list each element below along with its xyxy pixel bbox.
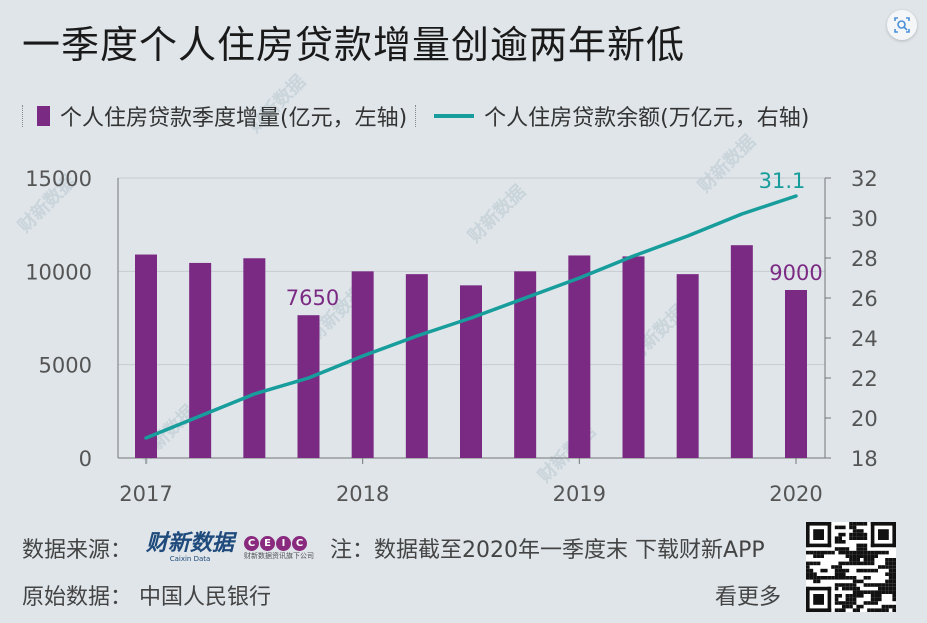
chart-legend: 个人住房贷款季度增量(亿元，左轴) 个人住房贷款余额(万亿元，右轴) [22,100,809,132]
legend-line-label: 个人住房贷款余额(万亿元，右轴) [484,106,810,131]
bar [568,255,591,458]
see-more-link[interactable]: 看更多 [715,585,782,610]
legend-divider [415,105,418,127]
y-right-tick-label: 20 [851,407,878,431]
y-right-tick-label: 24 [851,327,878,351]
chart-title: 一季度个人住房贷款增量创逾两年新低 [22,23,686,67]
zoom-icon [894,17,910,33]
x-tick-label: 2018 [336,482,389,506]
legend-bar-swatch [37,106,50,126]
line-data-label: 31.1 [759,169,806,193]
legend-bar-label: 个人住房贷款季度增量(亿元，左轴) [60,106,408,131]
bar [514,271,537,458]
footer-note: 注：数据截至2020年一季度末 下载财新APP [330,538,765,563]
bar [730,245,753,458]
bar [676,274,699,458]
ceic-logo: C E I C 财新数据资讯旗下公司 [244,536,315,560]
chart-area: 0 5000 10000 15000 18 20 22 24 26 28 30 32 2017 2018 2… [25,167,878,506]
x-tick-label: 2019 [553,482,606,506]
bar [460,285,482,458]
y-right-tick-label: 32 [851,167,878,191]
bar [622,256,645,458]
original-label: 原始数据： [22,585,133,610]
y-left-tick-label: 15000 [25,167,92,191]
y-right-tick-label: 22 [851,367,878,391]
y-left-tick-label: 0 [79,447,92,471]
y-left-tick-label: 10000 [25,260,92,284]
source-label: 数据来源： [22,538,133,563]
legend-line-swatch [434,114,475,118]
y-right-tick-label: 26 [851,287,878,311]
bar [785,290,807,458]
bar [189,262,212,458]
series-line [144,194,798,440]
qr-code[interactable] [806,522,896,612]
y-right-tick-label: 30 [851,207,878,231]
x-tick-label: 2017 [119,482,172,506]
bar [351,271,374,458]
caixin-data-logo: 财新数据 Caixin Data [146,531,235,563]
y-right-tick-label: 28 [851,247,878,271]
legend-divider [22,105,25,127]
bar [297,315,320,458]
y-left-tick-label: 5000 [39,354,92,378]
footer-source-row: 数据来源： 财新数据 Caixin Data C E I C 财新数据资讯旗下公… [22,532,765,564]
x-tick-label: 2020 [769,482,822,506]
bar-data-label: 7650 [286,286,339,310]
footer-original-row: 原始数据： 中国人民银行 [22,579,271,611]
bar [405,274,428,458]
bar [243,258,266,458]
bar [135,254,157,458]
bar-data-label: 9000 [769,261,822,285]
y-right-tick-label: 18 [851,447,878,471]
zoom-button[interactable] [887,10,917,40]
original-source: 中国人民银行 [139,585,272,610]
